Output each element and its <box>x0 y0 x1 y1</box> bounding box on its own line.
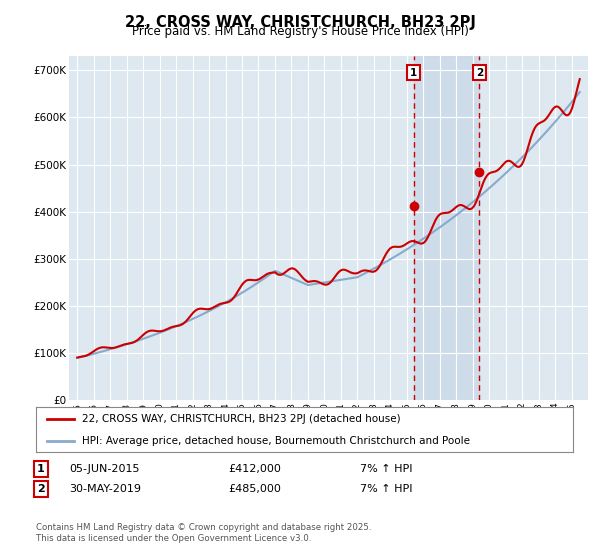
Text: 05-JUN-2015: 05-JUN-2015 <box>69 464 139 474</box>
Text: 1: 1 <box>410 68 418 77</box>
Bar <box>413 56 479 400</box>
Text: 22, CROSS WAY, CHRISTCHURCH, BH23 2PJ: 22, CROSS WAY, CHRISTCHURCH, BH23 2PJ <box>125 15 475 30</box>
Text: HPI: Average price, detached house, Bournemouth Christchurch and Poole: HPI: Average price, detached house, Bour… <box>82 436 470 446</box>
Text: £485,000: £485,000 <box>228 484 281 494</box>
Text: 7% ↑ HPI: 7% ↑ HPI <box>360 484 413 494</box>
Text: Price paid vs. HM Land Registry's House Price Index (HPI): Price paid vs. HM Land Registry's House … <box>131 25 469 38</box>
Text: 2: 2 <box>476 68 483 77</box>
Text: £412,000: £412,000 <box>228 464 281 474</box>
Text: Contains HM Land Registry data © Crown copyright and database right 2025.
This d: Contains HM Land Registry data © Crown c… <box>36 524 371 543</box>
Text: 7% ↑ HPI: 7% ↑ HPI <box>360 464 413 474</box>
Text: 30-MAY-2019: 30-MAY-2019 <box>69 484 141 494</box>
Text: 22, CROSS WAY, CHRISTCHURCH, BH23 2PJ (detached house): 22, CROSS WAY, CHRISTCHURCH, BH23 2PJ (d… <box>82 414 400 424</box>
Text: 1: 1 <box>37 464 44 474</box>
Text: 2: 2 <box>37 484 44 494</box>
